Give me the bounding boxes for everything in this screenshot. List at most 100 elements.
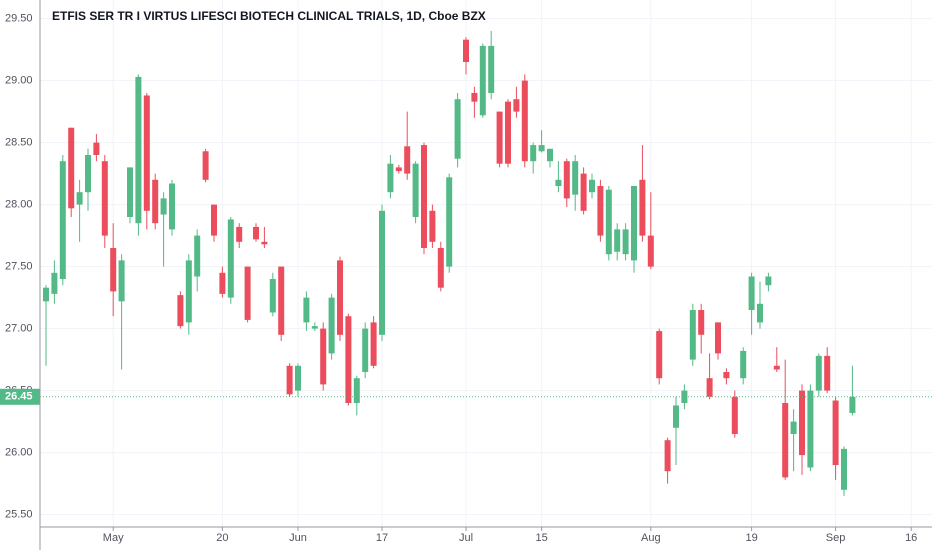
candle-body [521,80,528,162]
candle-body [488,45,495,93]
candle-body [572,161,579,195]
candle-body [757,303,763,323]
y-tick-label: 25.50 [5,509,33,521]
candle-body [605,189,612,255]
candle-body [152,179,159,224]
candle-body [538,145,545,152]
x-tick-label: 20 [216,532,228,544]
candle-body [412,163,419,217]
candle-body [832,400,839,465]
candle-body [799,390,805,456]
candle-body [169,183,175,230]
candle-body [580,173,587,211]
candle-body [589,179,595,193]
candle-body [706,378,713,397]
candle-body [303,297,310,323]
candle-body [236,226,243,242]
x-tick-label: 16 [905,532,917,544]
candle-body [295,365,301,391]
candle-body [647,235,654,267]
candle-body [689,310,696,360]
candle-body [513,99,520,112]
candle-body [379,210,385,335]
candle-body [437,248,444,288]
candle-body [253,226,259,240]
y-tick-label: 29.50 [5,13,33,25]
candle-body [471,93,478,102]
x-tick-label: Aug [641,532,661,544]
y-tick-label: 26.00 [5,447,33,459]
candle-body [211,204,217,236]
candle-body [286,365,293,395]
candle-body [421,145,427,248]
candle-body [269,279,276,313]
x-tick-label: 17 [376,532,388,544]
candle-body [177,295,184,327]
chart-title: ETFIS SER TR I VIRTUS LIFESCI BIOTECH CL… [52,9,486,23]
x-tick-label: Sep [826,532,846,544]
candle-body [715,322,721,354]
candle-body [135,76,142,224]
candle-body [639,179,646,236]
axis-labels: 25.5026.0026.5027.0027.5028.0028.5029.00… [0,13,917,544]
candle-body [101,161,108,236]
candle-body [328,297,335,354]
y-tick-label: 27.00 [5,323,33,335]
candle-body [320,328,327,385]
candle-body [463,39,469,62]
y-tick-label: 27.50 [5,261,33,273]
candle-body [479,45,486,116]
candle-body [337,260,343,335]
candle-body [597,186,604,236]
candle-body [85,155,91,193]
candle-body [311,326,318,329]
y-tick-label: 28.50 [5,137,33,149]
candle-body [849,396,856,413]
candle-body [43,287,49,302]
candle-body [723,372,730,379]
last-price-box [0,388,40,405]
candle-body [244,266,251,320]
candle-body [185,260,192,323]
candle-body [740,350,747,379]
candle-body [68,127,75,209]
candle-body [51,272,58,294]
candle-body [614,229,621,252]
candle-body [790,421,797,434]
candle-body [698,310,705,335]
candle-body [219,272,226,294]
candle-body [353,378,360,403]
candle-body [496,111,503,164]
x-tick-label: Jun [289,532,307,544]
candle-body [446,177,453,267]
candle-body [160,198,167,215]
candle-body [731,396,738,434]
candle-body [118,260,125,302]
candle-body [227,219,234,298]
candle-body [664,440,671,472]
candle-body [429,210,436,242]
candle-body [59,161,66,279]
candle-body [387,163,394,193]
candle-body [841,448,847,490]
candle-body [345,316,352,403]
candle-body [127,167,133,217]
candle-body [782,403,789,478]
candle-body [681,390,688,403]
candle-body [773,365,780,370]
candles [40,31,932,496]
candle-body [555,179,562,186]
candle-body [143,95,150,211]
candle-body [824,355,831,391]
x-tick-label: Jul [459,532,473,544]
candle-body [278,266,285,335]
candle-body [395,167,402,172]
candle-body [765,276,772,286]
candle-body [656,331,663,379]
candle-body [530,145,537,162]
candle-body [110,248,117,292]
candle-body [370,322,377,366]
candle-body [454,99,461,159]
candle-body [622,229,629,255]
